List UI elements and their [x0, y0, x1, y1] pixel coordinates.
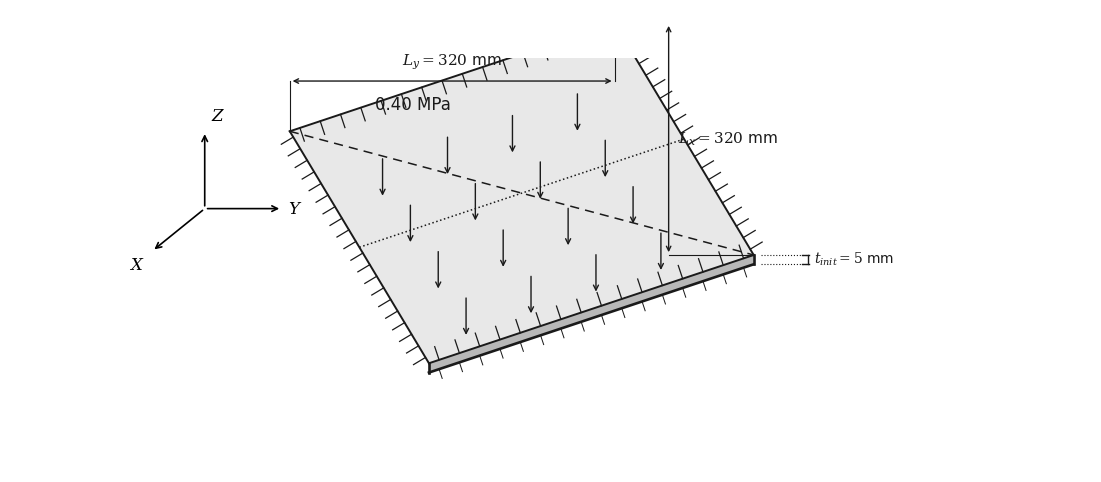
Text: 0.40 MPa: 0.40 MPa	[375, 96, 451, 114]
Polygon shape	[290, 23, 754, 363]
Text: $t_{init} = 5$ mm: $t_{init} = 5$ mm	[814, 251, 894, 268]
Text: $Z$: $Z$	[211, 107, 225, 125]
Text: $L_y = 320$ mm: $L_y = 320$ mm	[402, 53, 502, 72]
Text: $X$: $X$	[129, 256, 144, 274]
Text: $L_x = 320$ mm: $L_x = 320$ mm	[678, 130, 777, 147]
Text: $Y$: $Y$	[288, 200, 303, 217]
Polygon shape	[429, 255, 754, 373]
